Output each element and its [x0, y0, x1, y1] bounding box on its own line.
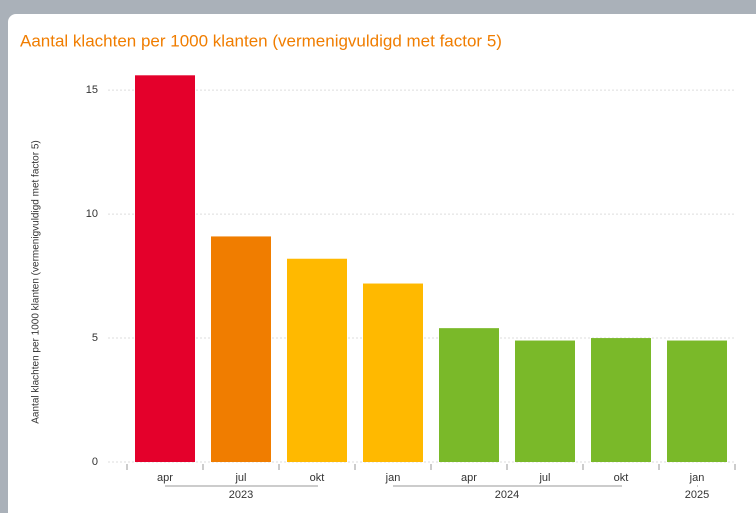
x-tick-label: jan: [689, 472, 705, 484]
x-tick-label: jan: [385, 472, 401, 484]
bar: [287, 258, 347, 462]
y-tick-label: 15: [86, 84, 98, 96]
bar: [363, 283, 423, 462]
y-axis-label: Aantal klachten per 1000 klanten (vermen…: [31, 140, 42, 424]
y-tick-label: 5: [92, 332, 98, 344]
bar: [211, 236, 271, 462]
bar: [135, 75, 195, 463]
x-tick-label: okt: [614, 472, 629, 484]
bar: [667, 340, 727, 462]
x-tick-label: jul: [234, 472, 246, 484]
y-tick-label: 0: [92, 456, 98, 468]
group-label: 2025: [685, 489, 709, 501]
group-label: 2024: [495, 489, 519, 501]
group-label: 2023: [229, 489, 253, 501]
chart-title: Aantal klachten per 1000 klanten (vermen…: [20, 31, 502, 50]
x-tick-label: okt: [310, 472, 325, 484]
x-tick-label: jul: [538, 472, 550, 484]
bar: [439, 328, 499, 462]
x-tick-label: apr: [157, 472, 173, 484]
y-tick-label: 10: [86, 208, 98, 220]
bar: [515, 340, 575, 462]
bar: [591, 338, 651, 462]
x-tick-label: apr: [461, 472, 477, 484]
